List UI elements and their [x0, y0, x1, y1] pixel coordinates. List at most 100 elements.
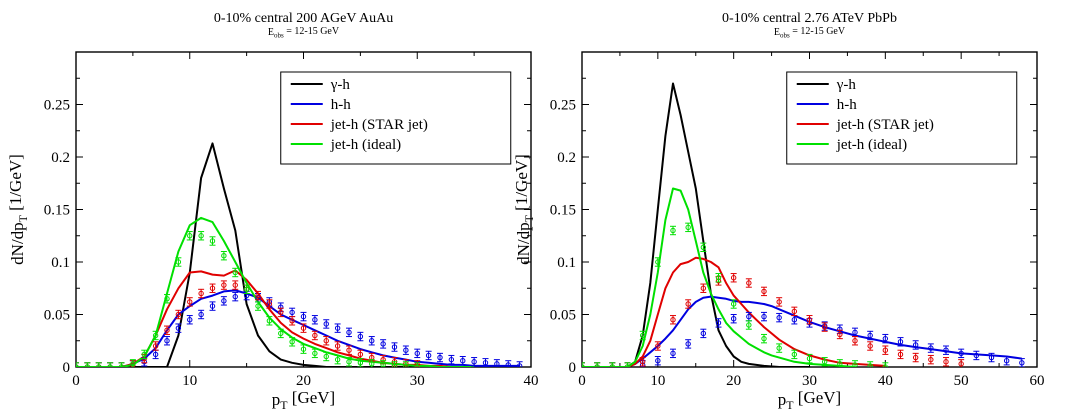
point-marker [715, 320, 722, 326]
point-marker [187, 233, 193, 239]
data-point [175, 257, 182, 267]
data-point [973, 350, 980, 361]
data-point [654, 257, 661, 267]
point-marker [414, 350, 420, 357]
data-point [776, 297, 783, 307]
data-point [958, 348, 965, 359]
point-marker [300, 325, 307, 331]
y-tick-label: 0.1 [51, 255, 70, 271]
series-line-jet-h-ideal [582, 187, 856, 367]
point-marker [96, 364, 102, 367]
point-marker [323, 321, 329, 327]
data-point [897, 349, 904, 360]
point-marker [609, 364, 616, 367]
data-point [414, 348, 421, 359]
point-marker [471, 359, 477, 365]
point-marker [278, 309, 284, 316]
data-point [654, 341, 661, 351]
point-marker [357, 333, 364, 340]
point-marker [232, 269, 238, 276]
data-point [232, 267, 239, 278]
point-marker [152, 332, 159, 339]
x-tick-label: 20 [726, 373, 741, 389]
data-point [943, 345, 949, 355]
legend-label: jet-h (STAR jet) [836, 117, 934, 133]
x-tick-label: 60 [1030, 373, 1045, 389]
point-marker [323, 338, 329, 344]
chart-subtitle: Eobs = 12-15 GeV [774, 26, 846, 40]
point-marker [164, 327, 170, 333]
data-point [867, 361, 874, 367]
y-axis-label: dN/dpT [1/GeV] [512, 154, 536, 265]
point-marker [746, 280, 752, 286]
legend-item: jet-h (STAR jet) [290, 117, 428, 133]
data-point [414, 362, 421, 367]
data-point [334, 341, 341, 351]
point-marker [380, 362, 386, 367]
data-point [391, 361, 398, 367]
point-marker [289, 339, 295, 345]
point-marker [882, 347, 889, 353]
point-marker [670, 227, 676, 234]
point-marker [346, 347, 352, 353]
data-point [715, 273, 722, 283]
point-marker [730, 275, 737, 281]
data-point [198, 231, 205, 241]
x-tick-label: 0 [72, 373, 80, 389]
data-point [791, 306, 798, 317]
data-point [334, 354, 341, 365]
point-marker [323, 353, 329, 360]
point-marker [867, 363, 873, 367]
data-point [198, 309, 205, 320]
data-point [209, 236, 216, 246]
data-point [730, 273, 737, 283]
data-point [471, 357, 478, 367]
data-point [220, 296, 227, 306]
data-point [402, 361, 409, 367]
data-point [609, 362, 616, 367]
data-point [277, 328, 284, 339]
point-marker [141, 351, 147, 358]
data-point [164, 325, 170, 335]
x-tick-label: 0 [578, 373, 586, 389]
point-marker [837, 361, 843, 367]
point-marker [118, 364, 125, 367]
y-axis-label: dN/dpT [1/GeV] [6, 154, 30, 265]
point-marker [897, 351, 904, 358]
data-point [346, 345, 352, 355]
y-tick-label: 0.05 [550, 308, 576, 324]
point-marker [84, 364, 91, 367]
data-point [988, 352, 995, 363]
data-point [821, 357, 828, 367]
point-marker [505, 362, 511, 367]
data-point [300, 311, 307, 322]
data-point [266, 316, 273, 326]
data-point [912, 352, 919, 363]
data-point [311, 330, 318, 341]
data-point [300, 323, 307, 333]
point-marker [670, 350, 676, 357]
data-point [220, 251, 227, 261]
point-marker [334, 356, 341, 363]
data-point [806, 353, 813, 364]
point-marker [670, 317, 676, 323]
data-point [380, 339, 387, 349]
point-marker [791, 351, 798, 358]
point-marker [369, 338, 375, 344]
data-point [107, 362, 114, 367]
point-marker [624, 364, 631, 367]
point-marker [806, 317, 813, 323]
data-point [582, 362, 585, 367]
point-marker [776, 299, 782, 305]
point-marker [746, 322, 752, 328]
point-marker [460, 358, 466, 364]
point-marker [655, 358, 661, 364]
point-marker [198, 290, 204, 297]
point-marker [357, 351, 364, 358]
data-point [164, 294, 170, 304]
point-marker [152, 343, 159, 349]
point-marker [187, 317, 193, 323]
data-point [141, 349, 148, 360]
